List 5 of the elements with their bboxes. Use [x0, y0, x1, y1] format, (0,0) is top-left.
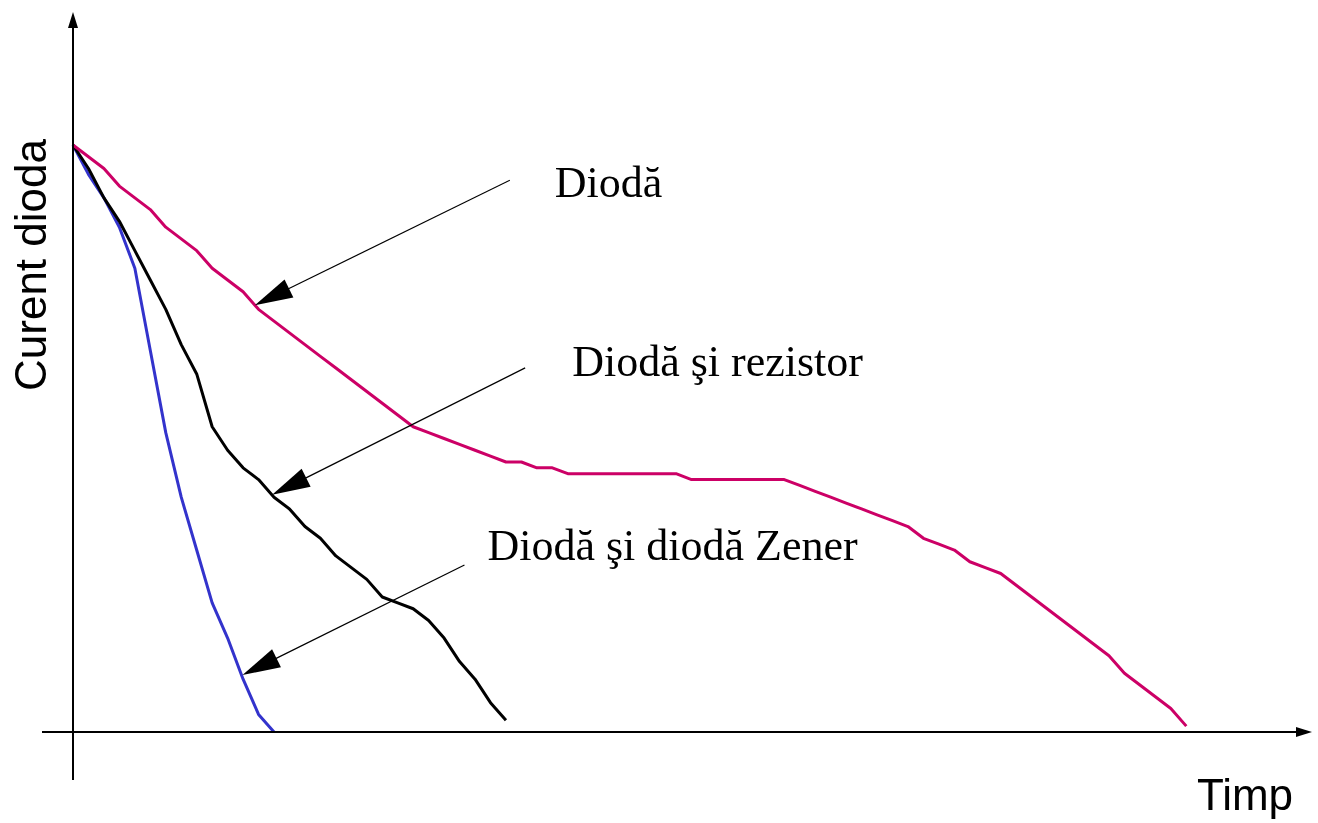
annotation: Diodă şi rezistor	[572, 337, 864, 387]
annotation: Diodă	[554, 157, 663, 207]
y-axis-title: Curent dioda	[6, 138, 56, 391]
annotation: Diodă şi diodă Zener	[487, 520, 859, 570]
x-axis-title: Timp	[1196, 770, 1294, 820]
